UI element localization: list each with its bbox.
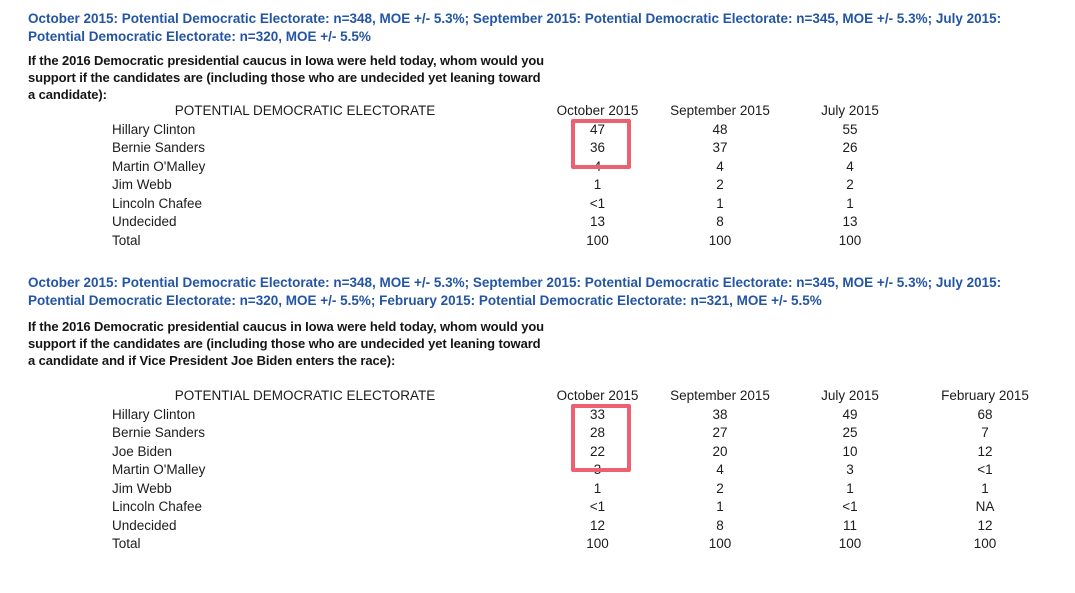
cell-value: 37 xyxy=(712,140,728,155)
cell-value: 27 xyxy=(712,425,728,440)
cell-value: 4 xyxy=(593,158,602,174)
table2-column-header: October 2015 xyxy=(556,388,639,403)
cell-value: 38 xyxy=(712,406,728,422)
cell-value: 100 xyxy=(586,536,609,551)
row-label: Jim Webb xyxy=(112,480,172,496)
cell-value: 100 xyxy=(838,536,862,551)
row-label: Undecided xyxy=(112,517,177,533)
table2-title: POTENTIAL DEMOCRATIC ELECTORATE xyxy=(174,388,436,403)
cell-value: 8 xyxy=(716,214,724,229)
cell-value: 100 xyxy=(838,232,862,248)
cell-value: 100 xyxy=(708,536,732,551)
cell-value: <1 xyxy=(589,195,606,211)
row-label: Hillary Clinton xyxy=(112,121,196,137)
sample-note-1: October 2015: Potential Democratic Elect… xyxy=(28,11,1002,44)
cell-value: 2 xyxy=(846,177,854,192)
cell-value: 4 xyxy=(846,158,854,174)
row-label: Bernie Sanders xyxy=(112,140,206,155)
row-label: Martin O'Malley xyxy=(112,462,206,477)
cell-value: 10 xyxy=(842,443,858,459)
cell-value: 25 xyxy=(842,425,858,440)
cell-value: 49 xyxy=(842,406,858,422)
poll-table-1: POTENTIAL DEMOCRATIC ELECTORATE October … xyxy=(85,103,930,251)
cell-value: 100 xyxy=(973,536,997,551)
cell-value: 4 xyxy=(716,158,724,174)
table1-column-header: July 2015 xyxy=(821,103,879,118)
cell-value: 55 xyxy=(842,121,858,137)
table2-column-header: September 2015 xyxy=(670,388,770,403)
table1-title: POTENTIAL DEMOCRATIC ELECTORATE xyxy=(174,103,436,118)
cell-value: 26 xyxy=(842,140,858,155)
cell-value: <1 xyxy=(589,499,606,514)
cell-value: 1 xyxy=(716,499,724,514)
table2-column-header: July 2015 xyxy=(821,388,879,403)
cell-value: 3 xyxy=(593,462,602,477)
question-text-1: If the 2016 Democratic presidential cauc… xyxy=(28,53,545,102)
cell-value: 1 xyxy=(716,195,724,211)
cell-value: 28 xyxy=(589,425,606,440)
row-label: Joe Biden xyxy=(112,443,173,459)
cell-value: 12 xyxy=(977,443,993,459)
sample-note-2: October 2015: Potential Democratic Elect… xyxy=(28,275,1002,308)
cell-value: 1 xyxy=(593,480,602,496)
cell-value: 1 xyxy=(846,195,854,211)
cell-value: 13 xyxy=(589,214,606,229)
cell-value: 1 xyxy=(593,177,602,192)
row-label: Undecided xyxy=(112,214,177,229)
cell-value: 7 xyxy=(981,425,989,440)
cell-value: 2 xyxy=(716,177,724,192)
cell-value: 2 xyxy=(716,480,724,496)
row-label: Martin O'Malley xyxy=(112,158,206,174)
cell-value: NA xyxy=(975,499,995,514)
table1-column-header: October 2015 xyxy=(556,103,639,118)
cell-value: 47 xyxy=(589,121,606,137)
row-label: Total xyxy=(112,536,141,551)
table1-column-header: September 2015 xyxy=(670,103,770,118)
cell-value: 8 xyxy=(716,517,724,533)
row-label: Hillary Clinton xyxy=(112,406,196,422)
row-label: Bernie Sanders xyxy=(112,425,206,440)
cell-value: <1 xyxy=(842,499,858,514)
cell-value: 12 xyxy=(977,517,993,533)
cell-value: 4 xyxy=(716,462,724,477)
cell-value: 3 xyxy=(846,462,854,477)
row-label: Jim Webb xyxy=(112,177,172,192)
cell-value: 22 xyxy=(589,443,606,459)
cell-value: 68 xyxy=(977,406,993,422)
cell-value: 100 xyxy=(586,232,609,248)
row-label: Total xyxy=(112,232,141,248)
row-label: Lincoln Chafee xyxy=(112,195,203,211)
cell-value: 1 xyxy=(981,480,989,496)
cell-value: 13 xyxy=(842,214,858,229)
cell-value: <1 xyxy=(977,462,993,477)
cell-value: 33 xyxy=(589,406,606,422)
cell-value: 1 xyxy=(846,480,854,496)
cell-value: 100 xyxy=(708,232,732,248)
cell-value: 12 xyxy=(589,517,606,533)
row-label: Lincoln Chafee xyxy=(112,499,203,514)
cell-value: 11 xyxy=(842,517,857,533)
poll-table-2: POTENTIAL DEMOCRATIC ELECTORATE October … xyxy=(85,388,1040,555)
table2-column-header: February 2015 xyxy=(941,388,1029,403)
cell-value: 48 xyxy=(712,121,728,137)
question-text-2: If the 2016 Democratic presidential cauc… xyxy=(28,319,545,368)
cell-value: 36 xyxy=(589,140,606,155)
cell-value: 20 xyxy=(712,443,728,459)
